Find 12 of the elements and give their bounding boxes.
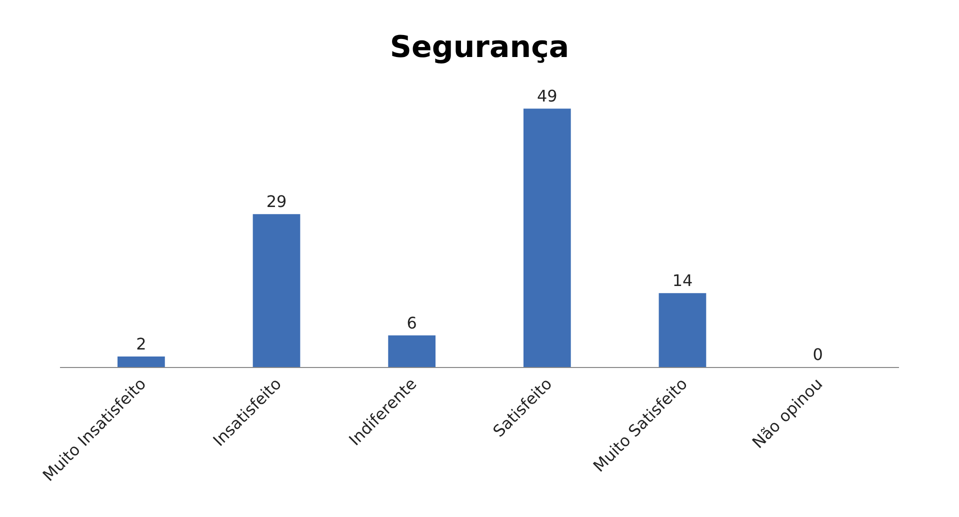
bar [252,214,300,367]
data-label: 49 [536,86,558,106]
chart-title: Segurança [390,30,570,66]
data-label: 2 [136,334,146,354]
data-label: 29 [266,192,287,212]
data-label: 14 [672,271,693,290]
bar [118,356,165,367]
data-label: 0 [812,345,823,364]
bar [523,108,571,367]
data-label: 6 [406,313,417,332]
bar [388,335,436,367]
bar [658,293,706,367]
